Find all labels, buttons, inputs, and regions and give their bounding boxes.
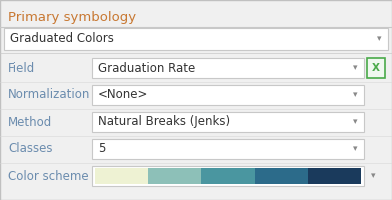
Text: ▾: ▾ [371,171,375,180]
Text: Classes: Classes [8,142,53,156]
Text: ▾: ▾ [377,34,381,44]
Text: <None>: <None> [98,88,149,102]
Bar [92,166,364,186]
Text: ▾: ▾ [353,144,357,154]
Text: Primary symbology: Primary symbology [8,11,136,24]
Text: Natural Breaks (Jenks): Natural Breaks (Jenks) [98,116,230,129]
Bar [201,168,254,184]
Bar [308,168,361,184]
Text: ▾: ▾ [353,90,357,99]
Bar [148,168,201,184]
Bar [367,58,385,78]
Bar [92,112,364,132]
Text: Normalization: Normalization [8,88,91,102]
Text: Field: Field [8,62,35,74]
Text: Method: Method [8,116,52,129]
Text: 5: 5 [98,142,105,156]
Text: Graduation Rate: Graduation Rate [98,62,195,74]
Text: X: X [372,63,380,73]
Bar [0,5,392,27]
Text: ▾: ▾ [353,64,357,72]
Bar [92,85,364,105]
Bar [92,139,364,159]
Bar [4,28,388,50]
Bar [254,168,308,184]
Text: Graduated Colors: Graduated Colors [10,32,114,46]
Text: Color scheme: Color scheme [8,170,89,182]
Bar [95,168,148,184]
Text: ▾: ▾ [353,117,357,127]
Bar [92,58,364,78]
